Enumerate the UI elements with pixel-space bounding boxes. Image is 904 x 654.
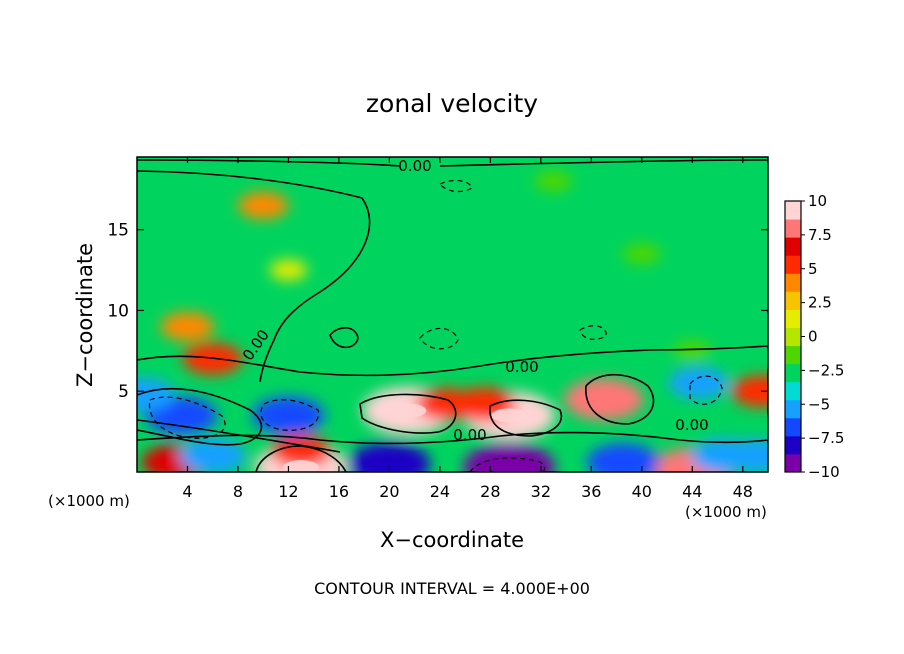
field-feature-29 bbox=[673, 340, 712, 362]
colorbar-swatch bbox=[785, 345, 801, 365]
chart-title: zonal velocity bbox=[366, 89, 538, 118]
colorbar: 10 7.5 5 2.5 0 −2.5 −5 −7.5 −10 bbox=[784, 192, 844, 481]
field-feature-23 bbox=[668, 367, 729, 400]
field-feature-26 bbox=[416, 321, 464, 348]
field-feature-19 bbox=[179, 438, 246, 472]
zero-contour-left-lobe bbox=[137, 387, 263, 446]
field-feature-0 bbox=[238, 191, 289, 220]
contour-upper-bump bbox=[329, 327, 359, 349]
x-tick-label: 40 bbox=[632, 482, 652, 501]
field-feature-18 bbox=[252, 396, 325, 435]
field-feature-22 bbox=[586, 443, 660, 472]
zero-contours bbox=[137, 159, 768, 472]
x-tick-label: 8 bbox=[233, 482, 243, 501]
field-feature-17 bbox=[137, 377, 175, 412]
colorbar-label: 0 bbox=[808, 328, 818, 346]
field-feature-28 bbox=[315, 338, 363, 364]
colorbar-swatch bbox=[785, 363, 801, 383]
colorbar-label: −10 bbox=[808, 463, 840, 481]
neg-contour-right-2 bbox=[579, 325, 607, 340]
field-feature-27 bbox=[550, 314, 595, 339]
contour-pos-jet-1 bbox=[359, 393, 457, 434]
y-axis: 5 10 15 bbox=[107, 221, 768, 402]
y-tick-label: 15 bbox=[107, 221, 129, 241]
contour-pos-jet-2 bbox=[489, 399, 563, 437]
contour-interval-footer: CONTOUR INTERVAL = 4.000E+00 bbox=[314, 579, 590, 598]
x-axis: 4 8 12 16 20 24 28 32 36 40 44 48 bbox=[182, 157, 753, 501]
colorbar-swatch bbox=[785, 273, 801, 292]
x-tick-label: 16 bbox=[329, 482, 349, 501]
field-feature-4 bbox=[623, 243, 661, 265]
colorbar-swatch bbox=[785, 255, 801, 274]
colorbar-label: 7.5 bbox=[808, 226, 832, 244]
plot-frame bbox=[136, 156, 769, 473]
velocity-field bbox=[137, 157, 768, 472]
colorbar-swatch bbox=[785, 237, 801, 256]
colorbar-swatch bbox=[785, 291, 801, 310]
field-feature-5 bbox=[417, 157, 462, 173]
colorbar-label: 5 bbox=[808, 260, 818, 278]
x-unit-right: (×1000 m) bbox=[685, 503, 767, 521]
field-core-1 bbox=[491, 408, 528, 423]
colorbar-swatch bbox=[785, 399, 801, 419]
colorbar-label: −5 bbox=[808, 395, 830, 413]
zero-contour-upper bbox=[137, 170, 371, 383]
zero-contour-lower bbox=[137, 431, 768, 445]
field-core-3 bbox=[491, 460, 528, 472]
field-feature-15 bbox=[731, 375, 768, 408]
zero-contour-band bbox=[137, 345, 768, 377]
colorbar-label: 10 bbox=[808, 192, 827, 210]
neg-contour-upper bbox=[419, 327, 459, 350]
x-axis-label: X−coordinate bbox=[380, 528, 524, 552]
x-tick-label: 24 bbox=[430, 482, 450, 501]
colorbar-swatch bbox=[785, 327, 801, 347]
colorbar-swatch bbox=[785, 309, 801, 328]
x-tick-label: 36 bbox=[581, 482, 601, 501]
colorbar-label: −2.5 bbox=[808, 361, 844, 379]
neg-contour-mid bbox=[260, 399, 320, 431]
contour-label: 0.00 bbox=[398, 157, 431, 175]
field-feature-25 bbox=[723, 439, 768, 472]
plot-area: 0.000.000.000.000.00 bbox=[136, 156, 769, 473]
colorbar-label: −7.5 bbox=[808, 429, 844, 447]
y-tick-label: 5 bbox=[118, 382, 129, 402]
x-tick-label: 44 bbox=[682, 482, 702, 501]
x-tick-label: 20 bbox=[379, 482, 399, 501]
colorbar-swatch bbox=[785, 381, 801, 401]
field-core-2 bbox=[283, 460, 320, 472]
x-tick-label: 12 bbox=[278, 482, 298, 501]
contour-pos-jet-3 bbox=[585, 374, 655, 425]
colorbar-swatch bbox=[785, 201, 801, 220]
x-tick-label: 28 bbox=[480, 482, 500, 501]
colorbar-swatch bbox=[785, 435, 801, 455]
y-axis-label: Z−coordinate bbox=[73, 243, 97, 387]
field-feature-3 bbox=[269, 259, 308, 281]
colorbar-swatch bbox=[785, 219, 801, 238]
zero-contour-lid bbox=[137, 159, 768, 167]
negative-contours bbox=[148, 179, 723, 472]
field-feature-20 bbox=[348, 442, 431, 472]
colorbar-label: 2.5 bbox=[808, 294, 832, 312]
colorbar-swatch bbox=[785, 453, 801, 473]
neg-contour-top bbox=[439, 179, 473, 193]
field-core-0 bbox=[390, 403, 427, 418]
contour-label: 0.00 bbox=[505, 358, 538, 376]
x-unit-left: (×1000 m) bbox=[48, 492, 130, 510]
x-tick-label: 48 bbox=[733, 482, 753, 501]
contour-label: 0.00 bbox=[675, 416, 708, 434]
field-feature-30 bbox=[534, 170, 573, 192]
contour-pos-left bbox=[137, 419, 341, 453]
field-feature-10 bbox=[564, 378, 644, 421]
x-tick-label: 4 bbox=[182, 482, 192, 501]
y-tick-label: 10 bbox=[107, 301, 129, 321]
neg-contour-bottom bbox=[469, 457, 546, 472]
plot-background bbox=[137, 157, 768, 472]
field-feature-1 bbox=[160, 312, 215, 342]
colorbar-swatch bbox=[785, 417, 801, 437]
field-feature-21 bbox=[463, 443, 556, 472]
neg-contour-right bbox=[689, 375, 723, 405]
x-tick-label: 32 bbox=[531, 482, 551, 501]
contour-label: 0.00 bbox=[453, 426, 486, 444]
